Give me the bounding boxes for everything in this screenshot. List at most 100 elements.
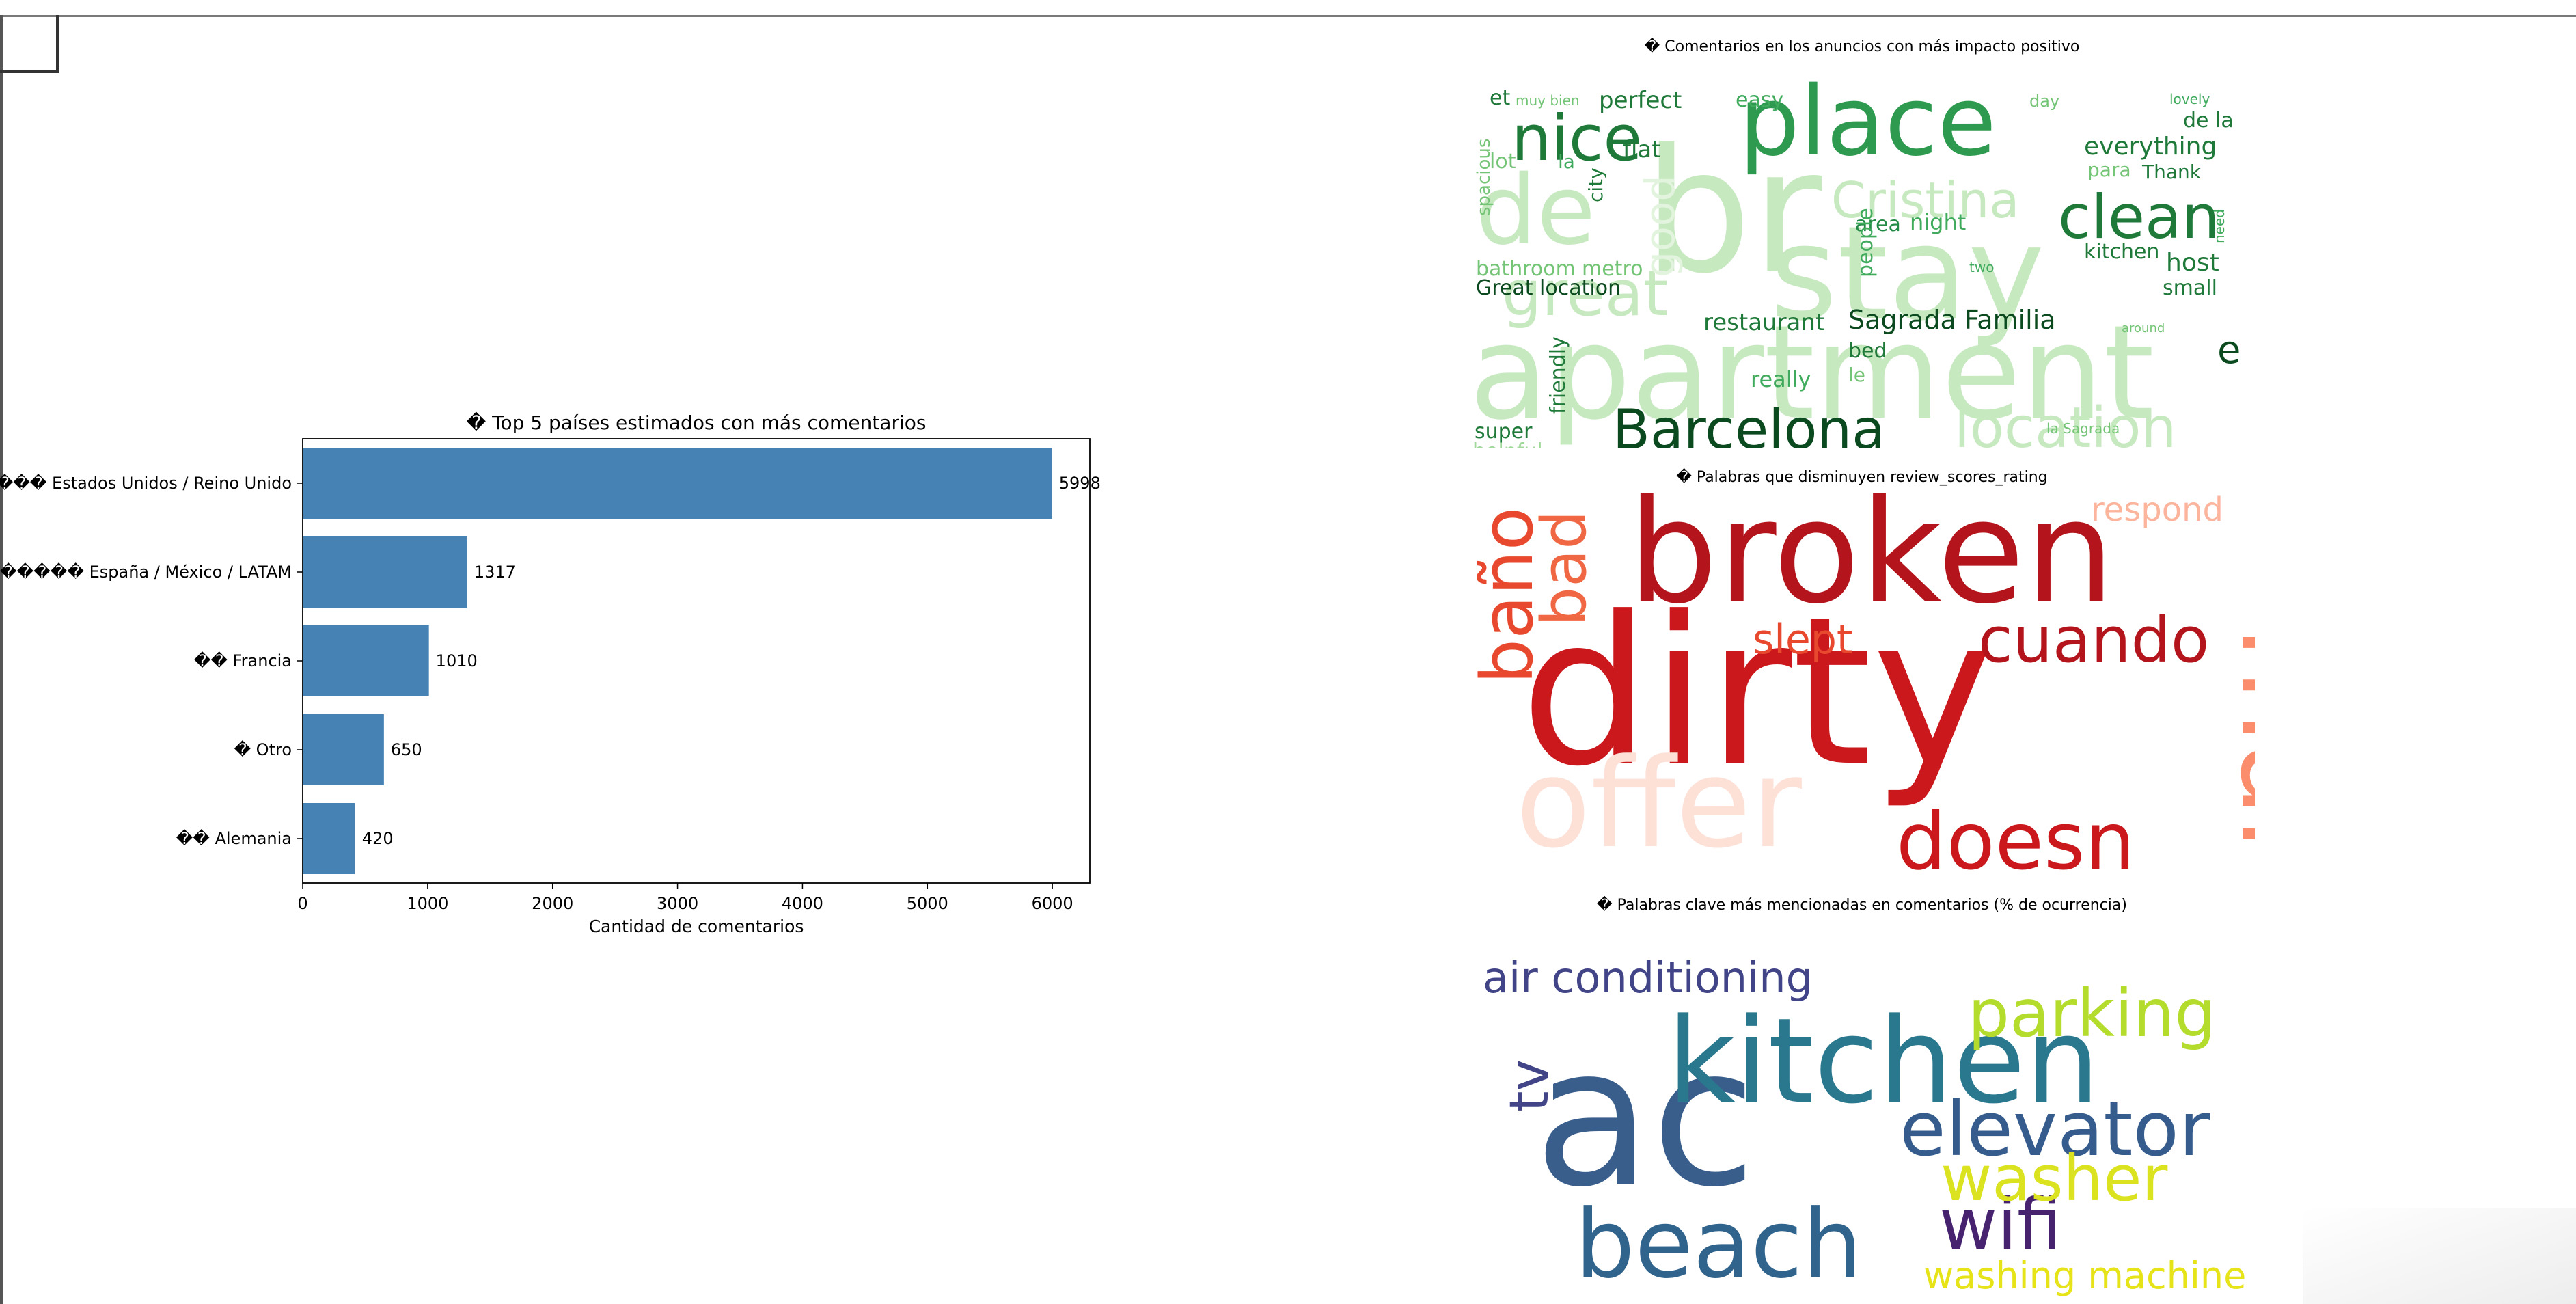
wordcloud-word: tv	[1499, 1059, 1561, 1112]
bottom-right-shadow	[2303, 1208, 2576, 1304]
wordcloud-word: flat	[1623, 136, 1661, 163]
wordcloud-word: lovely	[2169, 91, 2210, 107]
wordcloud-word: easy	[1736, 88, 1783, 112]
wordcloud-word: dirty	[1520, 573, 1993, 811]
wordcloud-word: ac	[1534, 1007, 1757, 1230]
wordcloud-word: cuando	[1978, 603, 2209, 677]
wordcloud-word: clean	[2058, 182, 2220, 252]
wordcloud-word: nice	[1511, 102, 1642, 175]
chart-title: � Top 5 países estimados con más comenta…	[467, 411, 927, 434]
x-tick-label: 6000	[1032, 894, 1073, 913]
wordcloud-word: Great location	[1476, 276, 1621, 300]
wordcloud-word: good	[1636, 175, 1684, 277]
wordcloud-word: Thank	[2141, 161, 2202, 183]
wordcloud-word: respond	[2091, 491, 2223, 529]
wordcloud-word: le	[1848, 364, 1865, 386]
wordcloud-word: washer	[1941, 1142, 2167, 1215]
x-tick-label: 0	[297, 894, 307, 913]
wordcloud-word: br	[1643, 112, 1822, 311]
wordcloud-negative-words: � Palabras que disminuyen review_scores_…	[1469, 465, 2255, 895]
wordcloud-word: slept	[1753, 616, 1852, 664]
wordcloud-word: de	[1476, 155, 1595, 267]
wordcloud-word: kitchen	[2084, 240, 2159, 264]
wordcloud-word: restaurant	[1703, 309, 1824, 336]
wordcloud-word: stay	[1770, 198, 2044, 349]
wordcloud-word: friendly	[1546, 336, 1570, 414]
window-left-border	[0, 15, 3, 1304]
wordcloud-title: � Palabras clave más mencionadas en come…	[1597, 897, 2127, 914]
bar-0	[303, 448, 1052, 519]
bar-value-label: 420	[362, 829, 394, 848]
wordcloud-word: la	[1558, 150, 1575, 173]
wordcloud-word: kitchen	[1667, 992, 2100, 1130]
wordcloud-word: la Sagrada	[2046, 420, 2120, 437]
bar-2	[303, 625, 429, 696]
bar-chart-top-countries: � Top 5 países estimados con más comenta…	[0, 396, 1162, 943]
bar-4	[303, 803, 355, 874]
plot-frame	[302, 438, 1091, 884]
y-tick-label: ������ España / México / LATAM	[0, 562, 292, 582]
bar-value-label: 1317	[474, 562, 516, 582]
wordcloud-word: lot	[1490, 150, 1516, 174]
bar-chart-svg: � Top 5 países estimados con más comenta…	[0, 411, 1101, 936]
wordcloud-word: broken	[1628, 489, 2115, 636]
bar-value-label: 1010	[436, 651, 478, 670]
wordcloud-word: et	[1490, 86, 1510, 110]
wordcloud-word: Sagrada Familia	[1848, 305, 2056, 335]
wordcloud-word: host	[2166, 249, 2219, 277]
x-tick-label: 5000	[907, 894, 948, 913]
y-tick-label: � Otro	[234, 740, 292, 759]
bar-3	[303, 714, 384, 785]
wordcloud-word: night	[1910, 209, 1966, 235]
x-tick-label: 1000	[407, 894, 448, 913]
wordcloud-word: e	[2217, 328, 2241, 372]
y-tick-label: ����� Estados Unidos / Reino Unido	[0, 474, 292, 493]
wordcloud-word: around	[2122, 321, 2165, 336]
wordcloud-word: perfect	[1599, 87, 1682, 114]
wordcloud-word: elevator	[1900, 1085, 2210, 1173]
wordcloud-word: bathroom	[1476, 257, 1576, 281]
wordcloud-keyword-mentions: � Palabras clave más mencionadas en come…	[1469, 895, 2255, 1304]
bar-value-label: 650	[391, 740, 422, 759]
wordcloud-word: baño	[1469, 507, 1549, 684]
wordcloud-word: parking	[1968, 975, 2216, 1052]
wordcloud-word: washing machine	[1923, 1254, 2246, 1297]
wordcloud-word: super	[1475, 420, 1533, 444]
wordcloud-word: everything	[2084, 133, 2217, 161]
wordcloud-word: location	[1954, 396, 2176, 448]
wordcloud-word: great	[1502, 257, 1668, 330]
x-tick-label: 4000	[782, 894, 823, 913]
wordcloud-word: area	[1855, 213, 1901, 236]
wordcloud-word: wifi	[1939, 1183, 2061, 1266]
wordcloud-background	[1469, 59, 2255, 448]
x-tick-label: 3000	[657, 894, 698, 913]
wordcloud-word: people	[1854, 208, 1878, 277]
y-tick-label: �� Francia	[194, 651, 292, 670]
wordcloud-word: offer	[1516, 733, 1802, 875]
wordcloud-word: bed	[1848, 339, 1887, 363]
output-corner-marker	[0, 15, 59, 73]
x-axis-label: Cantidad de comentarios	[589, 916, 804, 936]
window-top-border	[0, 15, 2576, 17]
wordcloud-word: Cristina	[1831, 172, 2019, 229]
y-tick-label: �� Alemania	[176, 829, 292, 848]
wordcloud-word: Barcelona	[1613, 398, 1885, 448]
wordcloud-word: day	[2029, 92, 2059, 111]
wordcloud-positive-impact: � Comentarios en los anuncios con más im…	[1469, 34, 2255, 451]
wordcloud-word: apartment	[1469, 297, 2154, 448]
x-tick-label: 2000	[532, 894, 573, 913]
wordcloud-word: de la	[2183, 109, 2234, 133]
bar-value-label: 5998	[1059, 474, 1101, 493]
wordcloud-word: muy bien	[1516, 92, 1580, 109]
wordcloud-word: city	[1585, 167, 1607, 202]
wordcloud-word: spacious	[1474, 139, 1494, 216]
wordcloud-word: mal	[2214, 626, 2255, 850]
wordcloud-word: really	[1751, 366, 1811, 392]
wordcloud-word: metro	[1582, 257, 1643, 281]
wordcloud-title: � Palabras que disminuyen review_scores_…	[1676, 469, 2048, 486]
wordcloud-word: bad	[1529, 511, 1600, 626]
wordcloud-word: two	[1969, 259, 1994, 275]
wordcloud-word: beach	[1575, 1189, 1862, 1299]
